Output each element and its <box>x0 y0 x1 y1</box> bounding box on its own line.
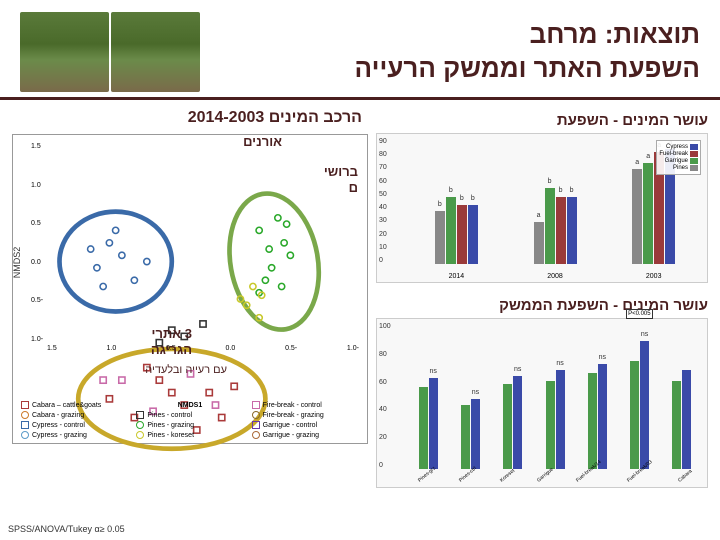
chart1-legend: CypressFuel-breakGarriguePines <box>656 140 701 175</box>
anno-cypress: ברושי ם <box>324 164 358 195</box>
scatter-legend: Cabara – cattle&goatsNMDS1Fire-break - c… <box>21 401 359 439</box>
title-line1: תוצאות: מרחב <box>212 18 700 52</box>
ylabel: NMDS2 <box>12 247 22 279</box>
scatter-chart: NMDS2 -1.0-0.50.00.51.01.5 -1.0-0.50.00.… <box>12 134 368 444</box>
photo-strip <box>20 12 200 92</box>
chart1-title: עושר המינים - השפעת <box>376 112 708 129</box>
scatter-title: הרכב המינים 2014-2003 <box>188 108 362 127</box>
header: תוצאות: מרחב השפעת האתר וממשק הרעייה <box>0 0 720 95</box>
anno-garrigue-sub: עם רעייה ובלעדיה <box>145 364 227 377</box>
divider <box>0 97 720 100</box>
anno-garrigue: 3 אתרי הגריגה <box>151 326 192 357</box>
title-line2: השפעת האתר וממשק הרעייה <box>212 52 700 86</box>
anno-oaks: אורנים <box>243 134 282 150</box>
footnote: SPSS/ANOVA/Tukey α≥ 0.05 <box>8 524 125 534</box>
chart2-title: עושר המינים - השפעת הממשק <box>376 297 708 314</box>
chart1: עושר המינים - השפעת 9080706050403020100 … <box>372 108 712 287</box>
chart2: עושר המינים - השפעת הממשק 100806040200 n… <box>372 293 712 492</box>
